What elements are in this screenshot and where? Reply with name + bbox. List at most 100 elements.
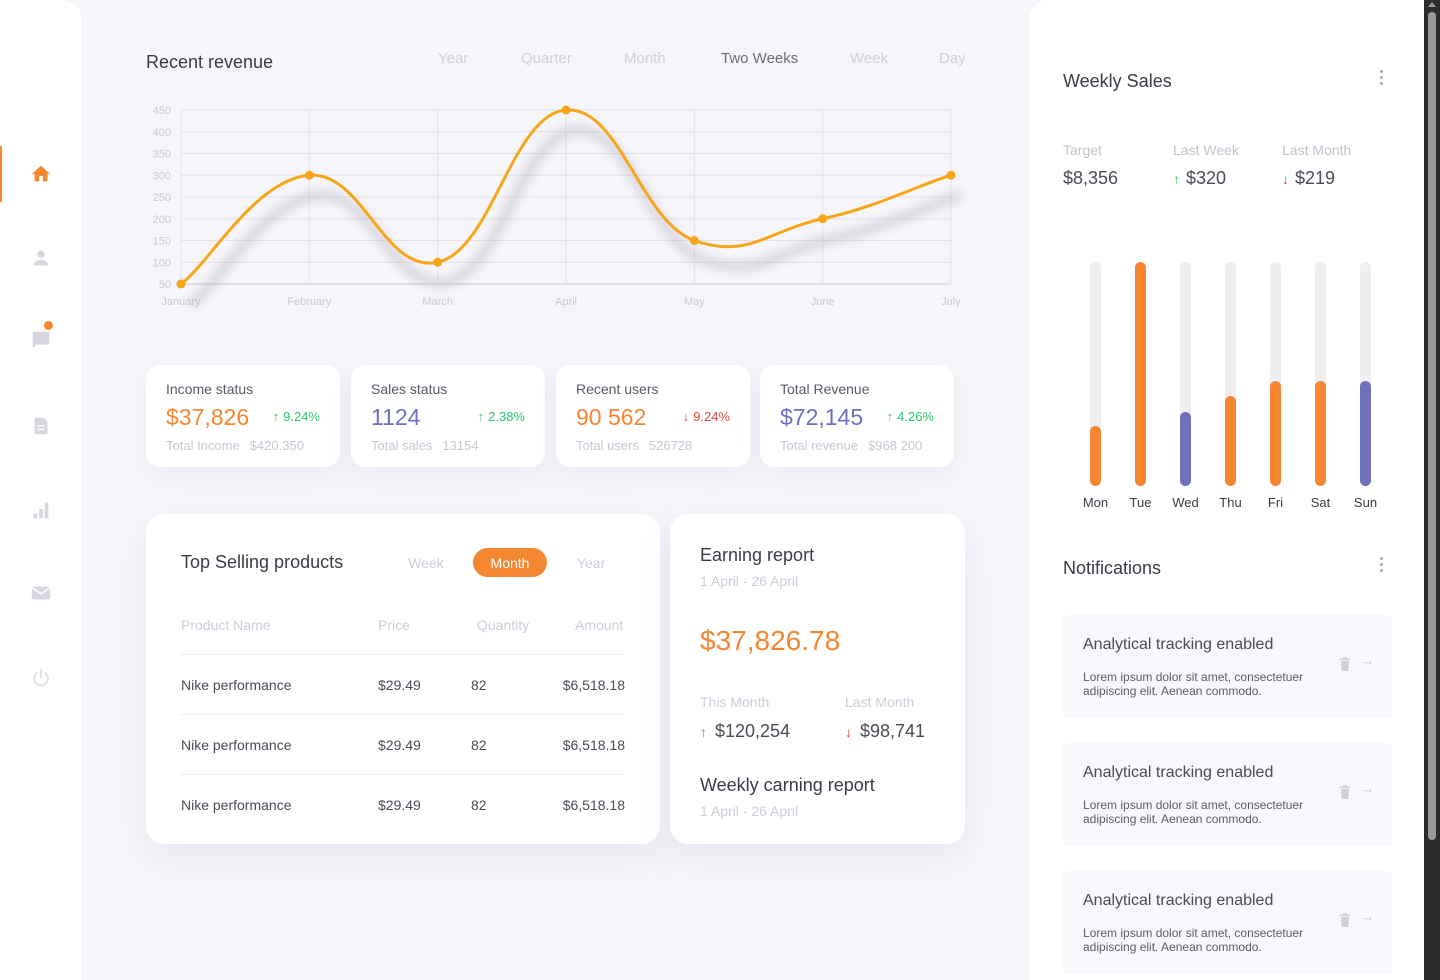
- scrollbar[interactable]: [1424, 0, 1440, 980]
- cell-quantity: 82: [471, 797, 487, 813]
- y-tick-label: 200: [153, 214, 171, 226]
- bar-thu[interactable]: [1225, 396, 1236, 486]
- notification-item[interactable]: Analytical tracking enabled Lorem ipsum …: [1063, 615, 1392, 718]
- y-tick-label: 400: [153, 127, 171, 139]
- y-tick-label: 250: [153, 192, 171, 204]
- stat-value: 1124: [371, 404, 421, 430]
- y-tick-label: 300: [153, 170, 171, 182]
- data-point[interactable]: [561, 105, 571, 115]
- stat-title: Total Revenue: [780, 381, 870, 397]
- tab-day[interactable]: Day: [939, 50, 966, 67]
- stat-value: $37,826: [166, 404, 250, 430]
- data-point[interactable]: [818, 214, 828, 224]
- bar-track: [1360, 262, 1371, 486]
- tab-quarter[interactable]: Quarter: [521, 50, 572, 67]
- trash-icon[interactable]: [1339, 913, 1351, 927]
- tab-year[interactable]: Year: [438, 50, 469, 67]
- stat-sub-label: Total revenue: [780, 438, 859, 453]
- cell-quantity: 82: [471, 677, 487, 693]
- arrow-right-icon[interactable]: →: [1361, 781, 1374, 796]
- nav-home[interactable]: [0, 146, 81, 202]
- weekly-sales-menu-icon[interactable]: [1378, 70, 1384, 88]
- earning-amount: $37,826.78: [700, 625, 841, 656]
- bar-track: [1270, 262, 1281, 486]
- nav-mail[interactable]: [0, 565, 81, 621]
- y-tick-label: 150: [153, 236, 171, 248]
- table-row[interactable]: Nike performance $29.49 82 $6,518.18: [181, 714, 625, 774]
- notifications-menu-icon[interactable]: [1378, 557, 1384, 575]
- y-tick-label: 100: [153, 257, 171, 269]
- stat-change-value: 9.24%: [693, 409, 730, 424]
- notification-item[interactable]: Analytical tracking enabled Lorem ipsum …: [1063, 871, 1392, 974]
- stat-sub-value: $420.350: [249, 438, 304, 453]
- power-icon: [32, 668, 49, 687]
- scroll-up-arrow-icon[interactable]: [1428, 2, 1436, 7]
- stat-sub: Total sales 13154: [371, 438, 479, 453]
- bar-fri[interactable]: [1270, 380, 1281, 486]
- column-header-price: Price: [378, 617, 410, 633]
- bar-chart-icon: [33, 502, 48, 519]
- arrow-down-icon: ↓: [1282, 171, 1289, 187]
- nav-logout[interactable]: [0, 650, 81, 706]
- series-line-shadow: [188, 126, 962, 307]
- arrow-right-icon[interactable]: →: [1361, 909, 1374, 924]
- data-point[interactable]: [689, 236, 699, 245]
- column-header-quantity: Quantity: [477, 617, 530, 633]
- scrollbar-thumb[interactable]: [1428, 12, 1436, 840]
- document-icon: [34, 417, 47, 435]
- x-tick-label: January: [161, 296, 201, 308]
- bar-label: Sun: [1353, 495, 1378, 510]
- top-selling-panel: Top Selling products Week Month Year Pro…: [146, 514, 660, 844]
- tab-two-weeks[interactable]: Two Weeks: [721, 50, 799, 67]
- notification-title: Analytical tracking enabled: [1083, 636, 1274, 653]
- data-point[interactable]: [433, 257, 443, 267]
- nav-documents[interactable]: [0, 398, 81, 454]
- notification-item[interactable]: Analytical tracking enabled Lorem ipsum …: [1063, 743, 1392, 846]
- arrow-up-icon: ↑: [700, 724, 707, 740]
- tab-week[interactable]: Week: [850, 50, 889, 67]
- stat-card-income: Income status $37,826 ↑ 9.24% Total Incom…: [146, 365, 340, 467]
- last-month-amount: $98,741: [860, 721, 926, 741]
- y-tick-label: 50: [159, 279, 171, 291]
- bar-sat[interactable]: [1315, 380, 1326, 486]
- cell-price: $29.49: [378, 737, 421, 753]
- stat-change-value: 2.38%: [488, 409, 525, 424]
- notifications-title: Notifications: [1063, 558, 1162, 578]
- stat-title: Recent users: [576, 381, 659, 397]
- this-month-value: ↑ $120,254: [700, 721, 790, 742]
- cell-product: Nike performance: [181, 677, 292, 693]
- nav-users[interactable]: [0, 230, 81, 286]
- bar-label: Sat: [1310, 495, 1331, 510]
- trash-icon[interactable]: [1339, 657, 1351, 671]
- table-row[interactable]: Nike performance $29.49 82 $6,518.18: [181, 654, 625, 714]
- data-point[interactable]: [176, 279, 186, 289]
- bar-sun[interactable]: [1360, 380, 1371, 486]
- main-content: Recent revenue Year Quarter Month Two We…: [81, 0, 1030, 980]
- cell-price: $29.49: [378, 797, 421, 813]
- data-point[interactable]: [946, 170, 956, 180]
- trash-icon[interactable]: [1339, 785, 1351, 799]
- stat-sub-label: Total users: [576, 438, 639, 453]
- tab-month[interactable]: Month: [473, 548, 547, 577]
- tab-year[interactable]: Year: [576, 554, 606, 571]
- weekly-sales-title: Weekly Sales: [1063, 71, 1172, 91]
- home-icon: [31, 165, 50, 182]
- bar-wed[interactable]: [1180, 412, 1191, 486]
- right-panel: Weekly Sales Target Last Week Last Month…: [1030, 0, 1424, 980]
- bar-tue[interactable]: [1135, 262, 1146, 486]
- user-icon: [33, 250, 48, 266]
- nav-analytics[interactable]: [0, 482, 81, 538]
- this-month-label: This Month: [700, 694, 770, 710]
- bar-mon[interactable]: [1090, 425, 1101, 486]
- column-header-product: Product Name: [181, 617, 271, 633]
- stat-card-sales: Sales status 1124 ↑ 2.38% Total sales 1315…: [351, 365, 545, 467]
- tab-month[interactable]: Month: [624, 50, 666, 67]
- data-point[interactable]: [304, 170, 314, 180]
- mail-icon: [30, 586, 51, 600]
- arrow-right-icon[interactable]: →: [1361, 653, 1374, 668]
- earning-range: 1 April - 26 April: [700, 573, 799, 589]
- tab-week[interactable]: Week: [408, 554, 444, 571]
- y-tick-label: 450: [153, 105, 171, 117]
- nav-messages[interactable]: [0, 312, 81, 368]
- table-row[interactable]: Nike performance $29.49 82 $6,518.18: [181, 774, 625, 834]
